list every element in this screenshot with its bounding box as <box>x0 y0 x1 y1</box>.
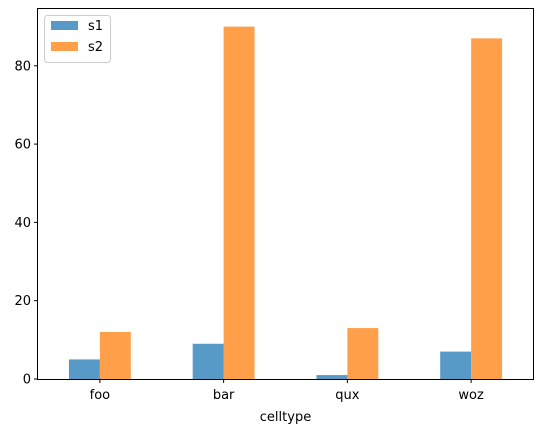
legend-label-s2: s2 <box>88 40 103 55</box>
x-axis: foo bar qux woz <box>90 379 484 403</box>
x-tick-label: qux <box>335 388 359 403</box>
plot-frame <box>37 8 534 380</box>
x-tick-label: woz <box>458 388 484 403</box>
y-tick-label: 80 <box>14 59 31 74</box>
legend-swatch-s2 <box>51 42 78 51</box>
bars-layer <box>68 26 503 379</box>
y-tick-label: 40 <box>14 216 31 231</box>
bar-s1-woz <box>440 351 472 379</box>
bar-s2-qux <box>347 328 379 379</box>
bar-s1-bar <box>192 343 224 379</box>
legend-swatch-s1 <box>51 21 78 30</box>
bar-s1-qux <box>316 375 348 379</box>
x-tick-label: bar <box>213 388 235 403</box>
bar-s2-foo <box>99 332 131 379</box>
bar-s1-foo <box>68 359 100 379</box>
x-axis-label: celltype <box>260 410 311 425</box>
y-tick-label: 60 <box>14 138 31 153</box>
y-tick-label: 0 <box>23 373 31 388</box>
bar-s2-woz <box>471 38 503 379</box>
bar-s2-bar <box>223 26 255 379</box>
legend-label-s1: s1 <box>88 19 103 34</box>
x-tick-label: foo <box>90 388 111 403</box>
y-axis: 0 20 40 60 80 <box>14 59 38 388</box>
y-tick-label: 20 <box>14 294 31 309</box>
